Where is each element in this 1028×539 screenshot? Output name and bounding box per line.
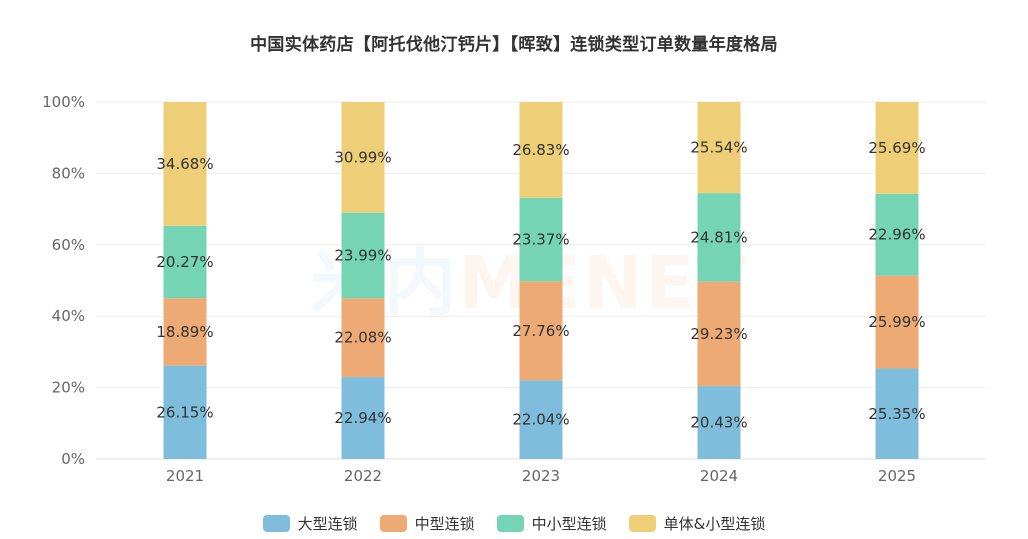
bar-data-label: 20.27%	[156, 253, 213, 271]
legend-item[interactable]: 中型连锁	[379, 513, 475, 534]
bar-data-label: 22.94%	[334, 409, 391, 427]
bar-segment[interactable]	[341, 298, 385, 378]
bar-data-label: 26.83%	[512, 141, 569, 159]
bar-data-label: 25.54%	[690, 139, 747, 157]
bar-segment[interactable]	[341, 377, 385, 459]
y-tick-label: 40%	[52, 307, 85, 325]
bar-segment[interactable]	[341, 212, 385, 299]
legend-swatch	[379, 515, 407, 532]
legend-label: 中型连锁	[414, 515, 475, 533]
legend-swatch	[262, 515, 290, 532]
bar-segment[interactable]	[697, 281, 741, 387]
bar-data-label: 23.37%	[512, 230, 569, 248]
bar-data-label: 29.23%	[690, 325, 747, 343]
legend-swatch	[496, 515, 524, 532]
x-tick-label: 2025	[878, 467, 916, 485]
y-tick-label: 0%	[61, 450, 85, 468]
y-tick-label: 100%	[42, 93, 85, 111]
bar-segment[interactable]	[875, 275, 919, 369]
x-tick-label: 2024	[700, 467, 738, 485]
bar-segment[interactable]	[341, 102, 385, 213]
bar-segment[interactable]	[697, 193, 741, 282]
bar-data-label: 22.04%	[512, 411, 569, 429]
legend-item[interactable]: 中小型连锁	[496, 513, 607, 534]
x-tick-label: 2021	[166, 467, 204, 485]
legend-item[interactable]: 大型连锁	[262, 513, 358, 534]
bar-data-label: 27.76%	[512, 322, 569, 340]
bar-segment[interactable]	[163, 102, 207, 226]
bar-segment[interactable]	[519, 102, 563, 198]
bar-segment[interactable]	[697, 386, 741, 459]
y-tick-label: 20%	[52, 379, 85, 397]
bar-data-label: 26.15%	[156, 403, 213, 421]
y-tick-label: 80%	[52, 164, 85, 182]
bar-segment[interactable]	[875, 102, 919, 194]
bar-segment[interactable]	[875, 368, 919, 459]
bar-segment[interactable]	[519, 281, 563, 381]
x-tick-label: 2022	[344, 467, 382, 485]
bars	[163, 102, 919, 459]
bar-data-label: 20.43%	[690, 414, 747, 432]
bar-data-label: 30.99%	[334, 148, 391, 166]
bar-segment[interactable]	[163, 298, 207, 366]
bar-data-label: 25.99%	[868, 313, 925, 331]
legend-item[interactable]: 单体&小型连锁	[628, 513, 766, 534]
y-tick-label: 60%	[52, 236, 85, 254]
bar-segment[interactable]	[875, 193, 919, 276]
x-tick-label: 2023	[522, 467, 560, 485]
bar-data-label: 34.68%	[156, 155, 213, 173]
legend-label: 单体&小型连锁	[663, 515, 766, 533]
bar-data-label: 22.08%	[334, 329, 391, 347]
bar-data-labels: 26.15% 18.89% 20.27% 34.68% 22.94% 22.08% 23.9…	[156, 139, 925, 432]
legend: 大型连锁 中型连锁 中小型连锁 单体&小型连锁	[0, 513, 1028, 534]
bar-data-label: 25.35%	[868, 405, 925, 423]
bar-segment[interactable]	[519, 380, 563, 459]
bar-data-label: 25.69%	[868, 139, 925, 157]
bar-data-label: 18.89%	[156, 323, 213, 341]
bar-data-label: 23.99%	[334, 246, 391, 264]
chart-title: 中国实体药店【阿托伐他汀钙片】【晖致】连锁类型订单数量年度格局	[250, 35, 778, 55]
legend-label: 中小型连锁	[531, 515, 607, 533]
bar-segment[interactable]	[697, 102, 741, 194]
legend-swatch	[628, 515, 656, 532]
bar-segment[interactable]	[519, 197, 563, 282]
bar-segment[interactable]	[163, 365, 207, 459]
y-axis-tick-labels: 0% 20% 40% 60% 80% 100%	[42, 93, 85, 468]
x-axis-tick-labels: 2021 2022 2023 2024 2025	[166, 467, 916, 485]
legend-label: 大型连锁	[297, 515, 358, 533]
bar-data-label: 24.81%	[690, 228, 747, 246]
bar-segment[interactable]	[163, 225, 207, 299]
bar-data-label: 22.96%	[868, 226, 925, 244]
